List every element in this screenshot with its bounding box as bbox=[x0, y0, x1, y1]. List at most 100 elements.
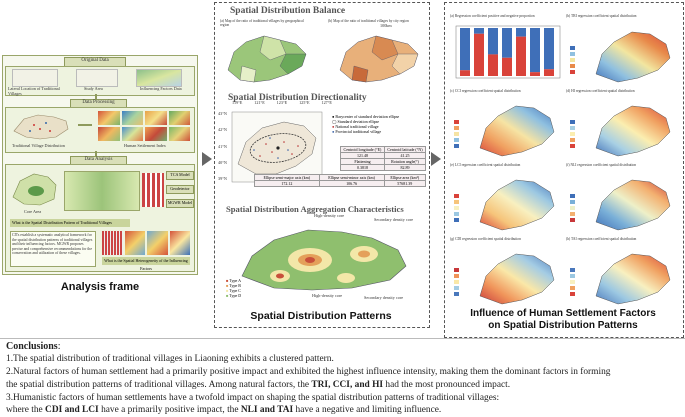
agg-legend: ■ Type A ■ Type B ■ Type C ■ Type D bbox=[226, 278, 241, 298]
map-e-title: (e) LCI regression coefficient spatial d… bbox=[450, 163, 521, 167]
legend-swatch bbox=[454, 218, 459, 222]
dir-legend-4-text: Provincial traditional village bbox=[335, 129, 382, 134]
arrow-down-2 bbox=[95, 151, 97, 156]
hsi-map-3 bbox=[145, 111, 167, 125]
legend-swatch bbox=[570, 200, 575, 204]
directionality-map bbox=[231, 111, 323, 183]
data-analysis-box: Core Area TCA Model Geodetector MGWR Mod… bbox=[5, 164, 195, 272]
legend-swatch bbox=[570, 126, 575, 130]
lon-tick-5: 127°E bbox=[321, 100, 332, 105]
analysis-mid-maps bbox=[64, 171, 140, 211]
legend-swatch bbox=[570, 70, 575, 74]
agg-legend-d-text: Type D bbox=[229, 293, 242, 298]
th-lon: Centroid longitude (°E) bbox=[340, 146, 385, 153]
hsi-map-4 bbox=[168, 111, 190, 125]
legend-swatch bbox=[570, 138, 575, 142]
dir-legend-3: ● National traditional village bbox=[332, 124, 379, 129]
lat-tick-2: 42°N bbox=[218, 127, 227, 133]
agg-legend-d: ■ Type D bbox=[226, 293, 242, 298]
td-major: 172.12 bbox=[254, 180, 320, 187]
bar-positive-segment bbox=[502, 57, 512, 76]
th-lat: Centroid latitude (°N) bbox=[383, 146, 427, 153]
bar-chart-title: (a) Regression coefficient positive and … bbox=[450, 14, 535, 18]
balance-map-a-title: (a) Map of the ratio of traditional vill… bbox=[220, 19, 304, 27]
core-area-map bbox=[12, 173, 57, 206]
legend-swatch bbox=[454, 274, 459, 278]
c2-b: TRI, CCI, and HI bbox=[311, 380, 384, 390]
c3-c: have a primarily positive impact, the bbox=[98, 405, 241, 415]
legend-swatch bbox=[570, 206, 575, 210]
province-shape bbox=[479, 253, 555, 305]
bar-positive-segment bbox=[544, 69, 554, 76]
lon-tick-2: 121°E bbox=[254, 100, 265, 105]
agg-annot-4: Secondary density core bbox=[364, 295, 404, 300]
agg-legend-c: ■ Type C bbox=[226, 288, 241, 293]
bar-positive-segment bbox=[460, 70, 470, 76]
legend-swatch bbox=[454, 286, 459, 290]
analysis-note: CITs establish a systematic analytical f… bbox=[10, 231, 96, 267]
map-f-title: (f) NLI regression coefficient spatial d… bbox=[566, 163, 637, 167]
bar-negative-segment bbox=[502, 28, 512, 58]
c2-a: the spatial distribution patterns of tra… bbox=[6, 380, 312, 390]
province-shape bbox=[479, 105, 555, 157]
legend-swatch bbox=[454, 200, 459, 204]
bar-positive-segment bbox=[530, 72, 540, 76]
original-data-box: Lateral Location of Traditional Villages… bbox=[5, 66, 195, 96]
th-minor: Ellipse semi-minor axis (km) bbox=[318, 174, 385, 181]
conclusion-3: 3.Humanistic factors of human settlement… bbox=[6, 393, 500, 403]
conclusion-2: 2.Natural factors of human settlement ha… bbox=[6, 367, 611, 377]
td-minor: 106.76 bbox=[318, 180, 385, 187]
hsi-map-7 bbox=[145, 127, 167, 141]
bar-negative-segment bbox=[544, 28, 554, 70]
conclusion-3-cont: where the CDI and LCI have a primarily p… bbox=[6, 404, 441, 417]
balance-map-a bbox=[227, 35, 307, 83]
lon-tick-3: 123°E bbox=[276, 100, 288, 105]
analysis-chart-thumbs bbox=[102, 231, 190, 255]
agg-legend-a: ■ Type A bbox=[226, 278, 241, 283]
dir-legend-2-text: Standard deviation ellipse bbox=[337, 119, 380, 124]
legend-swatch bbox=[454, 212, 459, 216]
arrow-down-1 bbox=[95, 94, 97, 99]
province-shape bbox=[595, 179, 671, 231]
province-shape bbox=[595, 105, 671, 157]
agg-legend-c-text: Type C bbox=[229, 288, 241, 293]
legend-swatch bbox=[570, 132, 575, 136]
question-2: What is the Spatial Heterogeneity of the… bbox=[102, 257, 190, 271]
legend-swatch bbox=[454, 144, 459, 148]
lat-tick-1: 43°N bbox=[218, 111, 227, 116]
badge-mgwr: MGWR Model bbox=[166, 199, 194, 208]
ellipse-params-table: Centroid longitude (°E) Centroid latitude… bbox=[340, 146, 427, 171]
legend-swatch bbox=[454, 132, 459, 136]
map-b-title: (b) TRI regression coefficient spatial d… bbox=[566, 14, 637, 18]
legend-swatch bbox=[570, 194, 575, 198]
map-g-regression-map bbox=[454, 253, 555, 305]
thumb-3 bbox=[147, 231, 168, 255]
agg-annot-2: Secondary density core bbox=[374, 217, 414, 222]
td-flat: 0.3818 bbox=[340, 164, 385, 171]
bar-positive-segment bbox=[488, 54, 498, 76]
agg-legend-b: ■ Type B bbox=[226, 283, 241, 288]
aggregation-map bbox=[241, 229, 407, 291]
conclusions-divider bbox=[0, 338, 685, 339]
c3-a: where the bbox=[6, 405, 46, 415]
question-1: What is the Spatial Distribution Pattern… bbox=[10, 219, 130, 227]
original-item-3: Influencing Factors Data bbox=[140, 86, 182, 91]
balance-map-b bbox=[339, 35, 419, 83]
lat-tick-4: 40°N bbox=[218, 160, 227, 166]
map-c-title: (c) CCI regression coefficient spatial d… bbox=[450, 89, 521, 93]
legend-swatch bbox=[570, 286, 575, 290]
legend-swatch bbox=[454, 126, 459, 130]
analysis-right-chart bbox=[142, 173, 164, 207]
patterns-label: Spatial Distribution Patterns bbox=[250, 310, 392, 322]
badge-geodetector: Geodetector bbox=[166, 185, 194, 194]
dir-legend: ● Barycenter of standard deviation ellip… bbox=[332, 114, 424, 134]
legend-swatch bbox=[454, 280, 459, 284]
c2-c: had the most pronounced impact. bbox=[383, 380, 511, 390]
ellipse-axes-table: Ellipse semi-major axis (km) Ellipse semi… bbox=[254, 174, 427, 187]
td-rot: 82.89 bbox=[383, 164, 427, 171]
village-distribution-map bbox=[13, 114, 69, 140]
human-settlement-grid bbox=[98, 111, 190, 141]
agg-legend-b-text: Type B bbox=[229, 283, 241, 288]
bar-negative-segment bbox=[516, 28, 526, 37]
study-area-map bbox=[76, 69, 118, 87]
